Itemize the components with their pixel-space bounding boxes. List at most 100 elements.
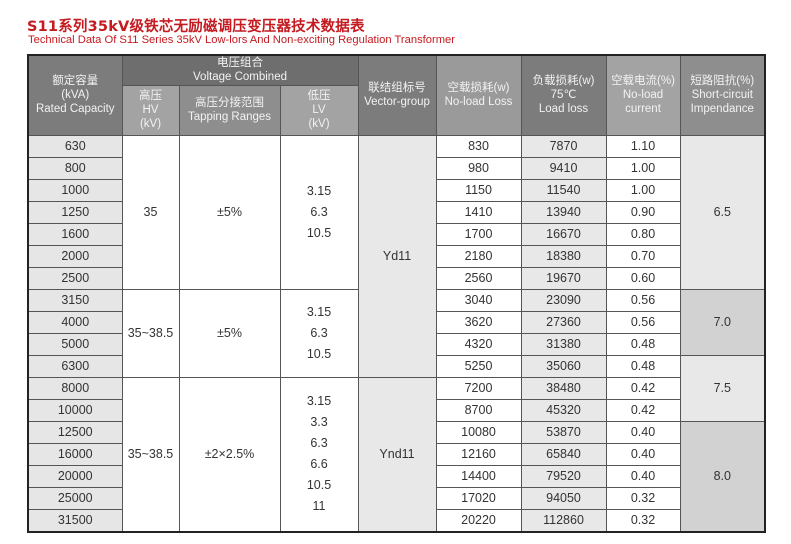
no-load-loss-cell: 1410 — [435, 200, 522, 224]
hv-cell: 35 — [121, 134, 180, 290]
load-loss-cell: 31380 — [520, 332, 607, 356]
header-lv: 低压 LV (kV) — [279, 84, 359, 136]
header-text: Rated Capacity — [35, 103, 115, 116]
header-text: 高压 — [139, 90, 162, 102]
capacity-cell: 10000 — [27, 398, 123, 422]
header-text: 空载损耗(w) — [447, 82, 510, 95]
no-load-loss-cell: 10080 — [435, 420, 522, 444]
header-voltage-combined: 电压组合 Voltage Combined — [121, 54, 359, 86]
header-vector-group: 联结组标号 Vector-group — [357, 54, 437, 136]
table-row: 12500 10080 53870 0.40 8.0 — [27, 420, 766, 532]
lv-value: 3.3 — [310, 415, 328, 429]
load-loss-cell: 11540 — [520, 178, 607, 202]
load-loss-cell: 9410 — [520, 156, 607, 180]
header-text: 空载电流(%) — [611, 75, 675, 88]
no-load-current-cell: 0.48 — [605, 354, 681, 378]
header-text: 电压组合 — [217, 57, 263, 70]
table-row: 16000 12160 65840 0.40 — [27, 442, 765, 466]
no-load-current-cell: 0.60 — [605, 266, 681, 290]
no-load-current-cell: 0.40 — [605, 420, 681, 444]
table-row: 4000 3620 27360 0.56 — [27, 310, 765, 334]
lv-value: 3.15 — [306, 304, 332, 319]
no-load-current-cell: 0.40 — [605, 464, 681, 488]
no-load-current-cell: 0.56 — [605, 310, 681, 334]
no-load-loss-cell: 7200 — [435, 376, 522, 400]
no-load-loss-cell: 17020 — [435, 486, 522, 510]
capacity-cell: 800 — [27, 156, 123, 180]
header-text: 低压 — [307, 90, 331, 102]
no-load-current-cell: 1.00 — [605, 156, 681, 180]
tapping-cell: ±5% — [178, 134, 281, 290]
header-text: HV — [142, 104, 159, 116]
capacity-cell: 3150 — [27, 288, 123, 312]
lv-value: 3.15 — [306, 183, 332, 198]
table-row: 6300 5250 35060 0.48 7.5 — [27, 354, 766, 422]
tapping-cell: ±2×2.5% — [178, 376, 281, 532]
no-load-loss-cell: 12160 — [435, 442, 522, 466]
hv-cell: 35~38.5 — [121, 288, 180, 378]
no-load-current-cell: 1.10 — [605, 134, 681, 158]
header-text: current — [625, 103, 661, 116]
lv-value: 3.15 — [306, 394, 332, 408]
no-load-current-cell: 1.00 — [605, 178, 681, 202]
load-loss-cell: 38480 — [520, 376, 607, 400]
capacity-cell: 20000 — [27, 464, 123, 488]
load-loss-cell: 45320 — [520, 398, 607, 422]
impedance-cell: 7.5 — [679, 354, 766, 422]
lv-value: 10.5 — [306, 225, 332, 240]
tapping-cell: ±5% — [178, 288, 281, 378]
impedance-cell: 6.5 — [679, 134, 766, 290]
load-loss-cell: 65840 — [520, 442, 607, 466]
no-load-current-cell: 0.42 — [605, 376, 681, 400]
table-row: 5000 4320 31380 0.48 — [27, 332, 765, 356]
header-tapping: 高压分接范围 Tapping Ranges — [178, 84, 281, 136]
header-rated-capacity: 额定容量 (kVA) Rated Capacity — [27, 54, 123, 136]
header-text: (kV) — [139, 118, 162, 130]
no-load-loss-cell: 4320 — [435, 332, 522, 356]
table-row: 20000 14400 79520 0.40 — [27, 464, 765, 488]
table-row: 800 980 9410 1.00 — [27, 156, 765, 180]
no-load-loss-cell: 2560 — [435, 266, 522, 290]
table-row: 1600 1700 16670 0.80 — [27, 222, 765, 246]
load-loss-cell: 79520 — [520, 464, 607, 488]
capacity-cell: 8000 — [27, 376, 123, 400]
capacity-cell: 630 — [27, 134, 123, 158]
no-load-loss-cell: 830 — [435, 134, 522, 158]
no-load-loss-cell: 20220 — [435, 508, 522, 532]
page-title-cn: S11系列35kV级铁芯无励磁调压变压器技术数据表 — [27, 19, 365, 35]
no-load-current-cell: 0.32 — [605, 508, 681, 532]
no-load-loss-cell: 1700 — [435, 222, 522, 246]
table-row: 2000 2180 18380 0.70 — [27, 244, 765, 268]
capacity-cell: 2500 — [27, 266, 123, 290]
page-title-en: Technical Data Of S11 Series 35kV Low-lo… — [28, 34, 455, 46]
header-text: Impendance — [690, 103, 754, 116]
no-load-loss-cell: 980 — [435, 156, 522, 180]
header-text: 联结组标号 — [368, 82, 426, 95]
load-loss-cell: 13940 — [520, 200, 607, 224]
header-text: (kV) — [308, 118, 330, 130]
no-load-current-cell: 0.40 — [605, 442, 681, 466]
capacity-cell: 2000 — [27, 244, 123, 268]
no-load-loss-cell: 2180 — [435, 244, 522, 268]
capacity-cell: 5000 — [27, 332, 123, 356]
capacity-cell: 1600 — [27, 222, 123, 246]
capacity-cell: 1250 — [27, 200, 123, 224]
lv-value: 6.3 — [310, 436, 328, 450]
header-text: Short-circuit — [691, 89, 753, 102]
load-loss-cell: 35060 — [520, 354, 607, 378]
no-load-current-cell: 0.70 — [605, 244, 681, 268]
header-text: Tapping Ranges — [187, 111, 272, 123]
hv-cell: 35~38.5 — [121, 376, 180, 532]
capacity-cell: 16000 — [27, 442, 123, 466]
lv-value: 6.3 — [310, 204, 328, 219]
vector-group-cell: Yd11 — [357, 134, 437, 378]
table-row: 630 35 ±5% 3.15 6.3 10.5 Yd11 830 7870 1… — [27, 134, 766, 378]
table-row: 8000 35~38.5 ±2×2.5% 3.15 3.3 6.3 6.6 10… — [27, 376, 765, 532]
no-load-loss-cell: 1150 — [435, 178, 522, 202]
header-text: Load loss — [538, 103, 589, 116]
capacity-cell: 12500 — [27, 420, 123, 444]
header-text: LV — [312, 104, 326, 116]
no-load-current-cell: 0.56 — [605, 288, 681, 312]
load-loss-cell: 23090 — [520, 288, 607, 312]
load-loss-cell: 16670 — [520, 222, 607, 246]
